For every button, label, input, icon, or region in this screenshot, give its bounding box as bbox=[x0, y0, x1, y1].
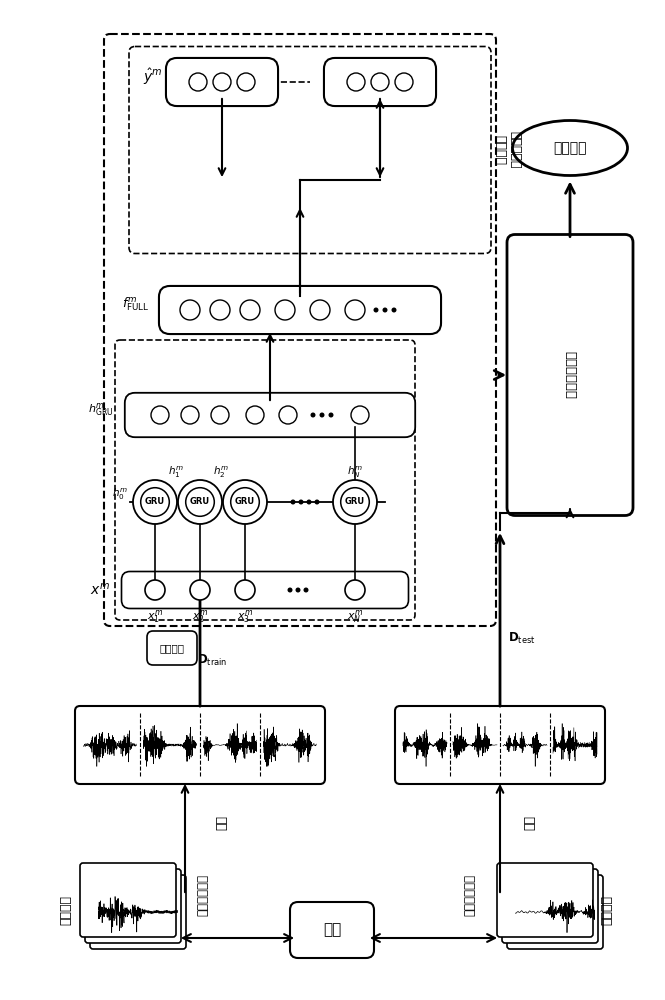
FancyBboxPatch shape bbox=[502, 869, 598, 943]
Text: 振动信号: 振动信号 bbox=[59, 895, 72, 925]
Text: $x^m$: $x^m$ bbox=[90, 582, 110, 598]
Text: 振动信号: 振动信号 bbox=[600, 895, 614, 925]
Circle shape bbox=[295, 587, 301, 592]
Text: $\hat{y}^m$: $\hat{y}^m$ bbox=[144, 67, 163, 87]
Circle shape bbox=[223, 480, 267, 524]
Text: $h^m_{\rm GRU}$: $h^m_{\rm GRU}$ bbox=[88, 400, 113, 418]
Circle shape bbox=[235, 580, 255, 600]
Circle shape bbox=[311, 412, 315, 418]
FancyBboxPatch shape bbox=[85, 869, 181, 943]
FancyBboxPatch shape bbox=[75, 706, 325, 784]
Circle shape bbox=[189, 73, 207, 91]
FancyBboxPatch shape bbox=[147, 631, 197, 665]
Circle shape bbox=[275, 300, 295, 320]
FancyBboxPatch shape bbox=[104, 34, 496, 626]
Text: $\mathbf{D}_{\mathrm{train}}$: $\mathbf{D}_{\mathrm{train}}$ bbox=[197, 652, 227, 668]
Text: $h^m_2$: $h^m_2$ bbox=[213, 465, 229, 480]
Circle shape bbox=[180, 300, 200, 320]
Text: $x^m_1$: $x^m_1$ bbox=[147, 608, 163, 625]
FancyBboxPatch shape bbox=[324, 58, 436, 106]
Ellipse shape bbox=[513, 120, 628, 176]
Text: $x^m_3$: $x^m_3$ bbox=[237, 608, 253, 625]
Text: 诊断结果: 诊断结果 bbox=[553, 141, 587, 155]
Circle shape bbox=[299, 499, 303, 504]
Circle shape bbox=[395, 73, 413, 91]
Circle shape bbox=[141, 488, 170, 516]
Circle shape bbox=[211, 406, 229, 424]
Text: $x^m_N$: $x^m_N$ bbox=[347, 608, 363, 625]
FancyBboxPatch shape bbox=[507, 875, 603, 949]
Circle shape bbox=[333, 480, 377, 524]
Text: 分段: 分段 bbox=[523, 815, 537, 830]
FancyBboxPatch shape bbox=[125, 393, 415, 437]
FancyBboxPatch shape bbox=[159, 286, 441, 334]
Circle shape bbox=[186, 488, 214, 516]
Text: 适应性校正
损失函数: 适应性校正 损失函数 bbox=[493, 131, 521, 169]
FancyBboxPatch shape bbox=[290, 902, 374, 958]
Text: 分段: 分段 bbox=[215, 815, 229, 830]
Circle shape bbox=[345, 580, 365, 600]
FancyBboxPatch shape bbox=[497, 863, 593, 937]
Circle shape bbox=[303, 587, 309, 592]
Circle shape bbox=[237, 73, 255, 91]
Circle shape bbox=[210, 300, 230, 320]
Circle shape bbox=[351, 406, 369, 424]
Circle shape bbox=[287, 587, 293, 592]
Circle shape bbox=[307, 499, 311, 504]
Circle shape bbox=[371, 73, 389, 91]
Text: 加速度传感器: 加速度传感器 bbox=[196, 874, 209, 916]
Circle shape bbox=[310, 300, 330, 320]
Circle shape bbox=[374, 308, 378, 312]
Circle shape bbox=[181, 406, 199, 424]
Text: GRU: GRU bbox=[145, 497, 165, 506]
Circle shape bbox=[213, 73, 231, 91]
Circle shape bbox=[151, 406, 169, 424]
Text: GRU: GRU bbox=[190, 497, 210, 506]
Circle shape bbox=[145, 580, 165, 600]
FancyBboxPatch shape bbox=[507, 234, 633, 516]
Text: $h^m_N$: $h^m_N$ bbox=[347, 465, 363, 480]
Text: 轴承: 轴承 bbox=[323, 922, 341, 938]
FancyBboxPatch shape bbox=[129, 46, 491, 253]
Circle shape bbox=[382, 308, 388, 312]
FancyBboxPatch shape bbox=[115, 340, 415, 620]
Circle shape bbox=[279, 406, 297, 424]
Circle shape bbox=[291, 499, 295, 504]
Text: 加速度传感器: 加速度传感器 bbox=[464, 874, 477, 916]
Text: GRU: GRU bbox=[235, 497, 255, 506]
Circle shape bbox=[231, 488, 259, 516]
Text: $f^m_{\rm FULL}$: $f^m_{\rm FULL}$ bbox=[122, 295, 150, 313]
FancyBboxPatch shape bbox=[395, 706, 605, 784]
Text: GRU: GRU bbox=[345, 497, 365, 506]
FancyBboxPatch shape bbox=[122, 572, 408, 608]
Text: $h^m_1$: $h^m_1$ bbox=[168, 465, 184, 480]
Circle shape bbox=[340, 488, 369, 516]
Circle shape bbox=[392, 308, 396, 312]
Text: $h^m_0$: $h^m_0$ bbox=[112, 486, 128, 502]
Circle shape bbox=[133, 480, 177, 524]
Text: 噪声标签: 噪声标签 bbox=[160, 643, 184, 653]
Circle shape bbox=[246, 406, 264, 424]
FancyBboxPatch shape bbox=[80, 863, 176, 937]
Circle shape bbox=[345, 300, 365, 320]
Circle shape bbox=[315, 499, 319, 504]
Text: $\mathbf{D}_{\mathrm{test}}$: $\mathbf{D}_{\mathrm{test}}$ bbox=[508, 630, 535, 646]
Circle shape bbox=[319, 412, 325, 418]
FancyBboxPatch shape bbox=[90, 875, 186, 949]
FancyBboxPatch shape bbox=[166, 58, 278, 106]
Text: $x^m_2$: $x^m_2$ bbox=[192, 608, 208, 625]
Circle shape bbox=[329, 412, 334, 418]
Circle shape bbox=[240, 300, 260, 320]
Text: 训练好的网络: 训练好的网络 bbox=[563, 351, 577, 399]
Circle shape bbox=[178, 480, 222, 524]
Circle shape bbox=[347, 73, 365, 91]
Circle shape bbox=[190, 580, 210, 600]
